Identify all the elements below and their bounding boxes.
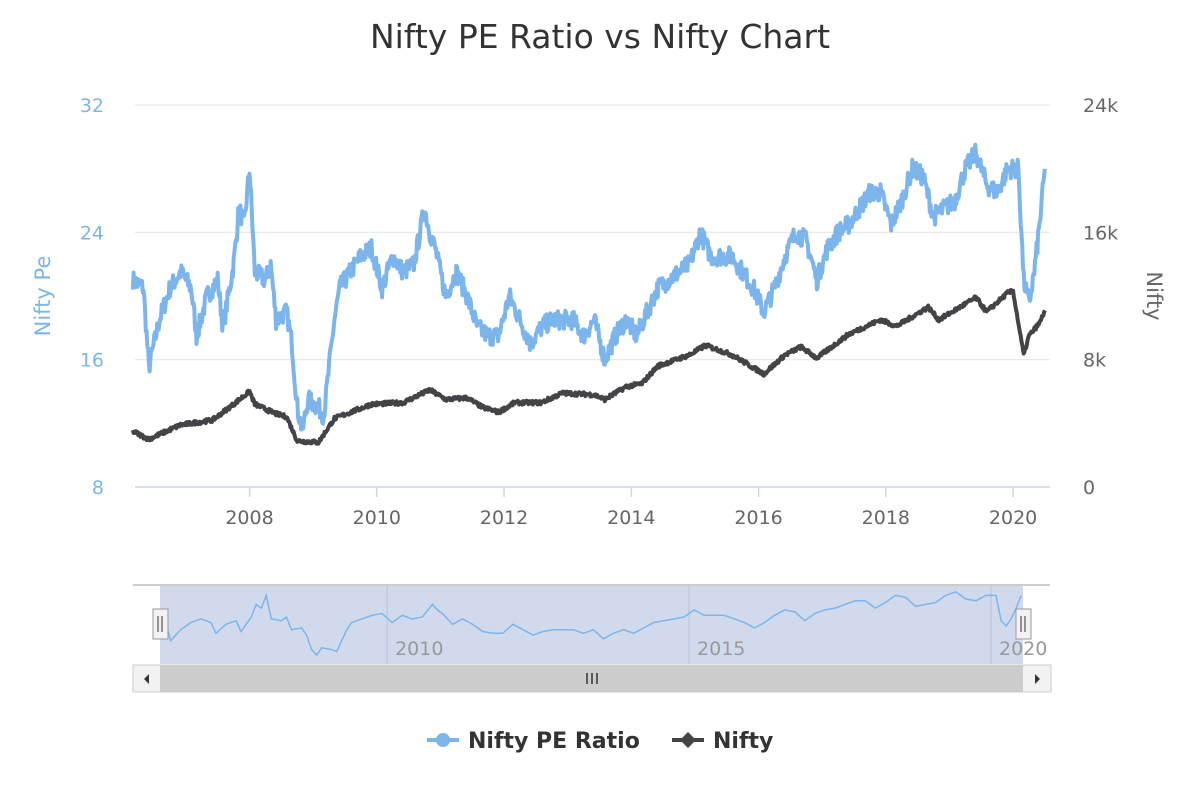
- scrollbar[interactable]: [132, 664, 1052, 693]
- left-tick-label: 16: [80, 350, 104, 372]
- left-tick-label: 24: [80, 222, 104, 244]
- legend-label: Nifty: [713, 729, 773, 754]
- navigator[interactable]: 2010 2015 2020: [133, 584, 1050, 664]
- navigator-selection[interactable]: [160, 586, 1023, 664]
- circle-marker-icon: [436, 733, 450, 747]
- left-axis-title: Nifty Pe: [31, 256, 55, 337]
- x-tick-label: 2020: [989, 507, 1037, 529]
- navigator-series: [155, 590, 1022, 657]
- x-tick-label: 2008: [225, 507, 273, 529]
- right-tick-label: 0: [1083, 477, 1095, 499]
- navigator-handle-left[interactable]: [152, 608, 169, 640]
- scrollbar-grip-icon: [586, 673, 598, 684]
- navigator-tick-label: 2010: [395, 638, 443, 660]
- x-tick-label: 2012: [480, 507, 528, 529]
- chart-title: Nifty PE Ratio vs Nifty Chart: [370, 17, 830, 56]
- left-tick-label: 32: [80, 95, 104, 117]
- navigator-tick-label: 2020: [999, 638, 1047, 660]
- grid: [135, 104, 1050, 488]
- legend-item-nifty-pe-ratio[interactable]: Nifty PE Ratio: [427, 729, 640, 754]
- scroll-left-arrow-icon[interactable]: [144, 674, 149, 684]
- navigator-tick-label: 2015: [697, 638, 745, 660]
- legend-label: Nifty PE Ratio: [468, 729, 640, 754]
- scroll-right-arrow-icon[interactable]: [1035, 674, 1040, 684]
- navigator-handle-right[interactable]: [1015, 608, 1032, 640]
- left-tick-label: 8: [92, 477, 104, 499]
- right-tick-label: 8k: [1083, 350, 1106, 372]
- x-tick-label: 2018: [862, 507, 910, 529]
- right-tick-label: 24k: [1083, 95, 1118, 117]
- right-axis-title: Nifty: [1142, 271, 1166, 320]
- diamond-marker-icon: [680, 732, 696, 748]
- x-tick-label: 2016: [734, 507, 782, 529]
- legend-item-nifty[interactable]: Nifty: [672, 729, 773, 754]
- series-line-nifty-pe-ratio: [130, 142, 1047, 432]
- plot-area[interactable]: [130, 142, 1047, 446]
- x-tick-label: 2014: [607, 507, 655, 529]
- x-tick-label: 2010: [353, 507, 401, 529]
- series-line-nifty: [130, 288, 1047, 446]
- right-axis: 0 8k 16k 24k: [1083, 95, 1118, 499]
- x-axis: 2008 2010 2012 2014 2016 2018 2020: [225, 487, 1037, 529]
- left-axis: 8 16 24 32: [80, 95, 104, 499]
- right-tick-label: 16k: [1083, 222, 1118, 244]
